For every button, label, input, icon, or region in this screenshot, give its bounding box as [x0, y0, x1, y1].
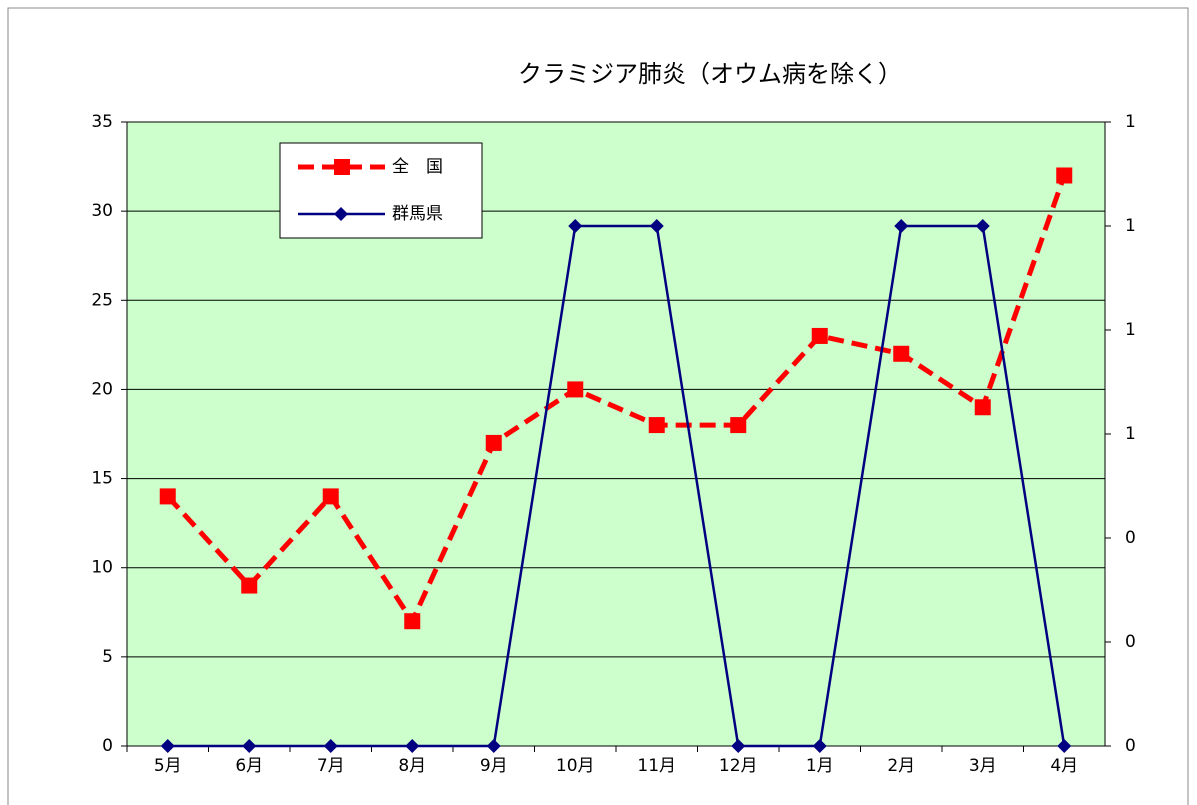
marker — [241, 577, 258, 594]
y2-tick-label: 1 — [1125, 320, 1136, 340]
x-tick-label: 1月 — [806, 756, 834, 776]
marker — [649, 219, 664, 233]
marker — [1056, 167, 1073, 184]
x-tick-label: 11月 — [637, 756, 676, 776]
marker — [405, 739, 420, 753]
marker — [975, 219, 990, 233]
marker — [567, 381, 584, 398]
y-tick-label: 30 — [91, 201, 113, 221]
x-tick-label: 12月 — [719, 756, 758, 776]
marker — [731, 739, 746, 753]
legend-marker — [334, 207, 348, 221]
marker — [1057, 739, 1072, 753]
y2-tick-label: 1 — [1125, 112, 1136, 132]
y2-tick-label: 1 — [1125, 424, 1136, 444]
y-tick-label: 15 — [91, 469, 113, 489]
x-tick-label: 4月 — [1050, 756, 1078, 776]
y-tick-label: 10 — [91, 558, 113, 578]
series-line — [165, 174, 1067, 627]
marker — [812, 739, 827, 753]
marker — [893, 345, 910, 362]
marker — [242, 739, 257, 753]
x-tick-label: 5月 — [154, 756, 182, 776]
legend-label: 群馬県 — [392, 204, 443, 224]
chart-title: クラミジア肺炎（オウム病を除く） — [518, 60, 902, 88]
marker — [974, 399, 991, 416]
marker — [894, 219, 909, 233]
x-tick-label: 6月 — [235, 756, 263, 776]
plot-area — [126, 121, 1106, 747]
marker — [323, 739, 338, 753]
x-tick-label: 7月 — [317, 756, 345, 776]
x-tick-label: 3月 — [969, 756, 997, 776]
y-tick-label: 0 — [102, 736, 113, 756]
y2-tick-label: 0 — [1125, 632, 1136, 652]
legend-label: 全 国 — [392, 157, 443, 177]
y2-tick-label: 0 — [1125, 528, 1136, 548]
marker — [486, 739, 501, 753]
marker — [159, 488, 176, 505]
legend-box — [279, 142, 483, 239]
y-tick-label: 25 — [91, 290, 113, 310]
marker — [568, 219, 583, 233]
y2-tick-label: 0 — [1125, 736, 1136, 756]
y-tick-label: 5 — [102, 647, 113, 667]
marker — [811, 327, 828, 344]
y-tick-label: 35 — [91, 112, 113, 132]
legend-marker — [334, 159, 350, 175]
marker — [322, 488, 339, 505]
x-tick-label: 9月 — [480, 756, 508, 776]
y-tick-label: 20 — [91, 379, 113, 399]
marker — [730, 417, 747, 434]
marker — [404, 613, 421, 630]
x-tick-label: 10月 — [556, 756, 595, 776]
y2-tick-label: 1 — [1125, 216, 1136, 236]
marker — [648, 417, 665, 434]
series-line — [167, 224, 1066, 748]
x-tick-label: 8月 — [398, 756, 426, 776]
marker — [160, 739, 175, 753]
x-tick-label: 2月 — [887, 756, 915, 776]
marker — [485, 434, 502, 451]
